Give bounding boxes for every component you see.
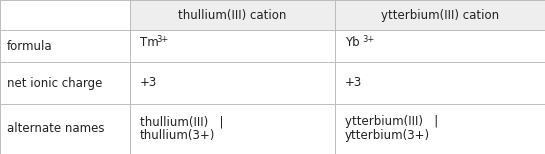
Text: Tm: Tm	[140, 36, 159, 49]
Text: formula: formula	[7, 39, 53, 53]
Text: +3: +3	[140, 77, 158, 89]
Text: +3: +3	[345, 77, 362, 89]
Text: net ionic charge: net ionic charge	[7, 77, 102, 89]
Text: 3+: 3+	[362, 35, 374, 44]
Text: alternate names: alternate names	[7, 122, 105, 136]
Text: thullium(III) cation: thullium(III) cation	[178, 8, 287, 22]
Bar	[130, 0, 335, 30]
Text: Yb: Yb	[345, 36, 360, 49]
Bar	[335, 0, 545, 30]
Text: 3+: 3+	[156, 35, 168, 44]
Text: thullium(III)   |: thullium(III) |	[140, 116, 223, 128]
Text: ytterbium(III)   |: ytterbium(III) |	[345, 116, 438, 128]
Text: ytterbium(3+): ytterbium(3+)	[345, 130, 430, 142]
Text: thullium(3+): thullium(3+)	[140, 130, 215, 142]
Text: ytterbium(III) cation: ytterbium(III) cation	[381, 8, 499, 22]
